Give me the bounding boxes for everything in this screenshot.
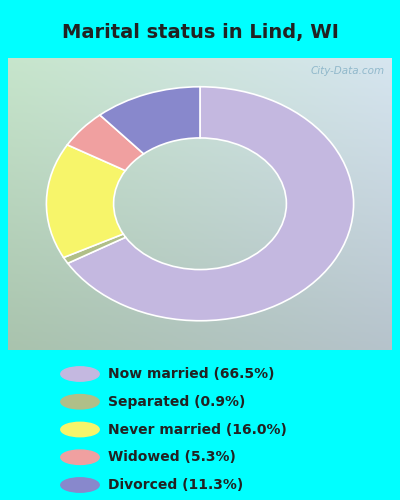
- Circle shape: [61, 422, 99, 436]
- Text: Divorced (11.3%): Divorced (11.3%): [108, 478, 243, 492]
- Text: Separated (0.9%): Separated (0.9%): [108, 395, 245, 409]
- Circle shape: [61, 367, 99, 381]
- Text: Marital status in Lind, WI: Marital status in Lind, WI: [62, 23, 338, 42]
- Wedge shape: [67, 115, 144, 170]
- Text: Widowed (5.3%): Widowed (5.3%): [108, 450, 236, 464]
- Circle shape: [61, 478, 99, 492]
- Text: City-Data.com: City-Data.com: [310, 66, 384, 76]
- Text: Never married (16.0%): Never married (16.0%): [108, 422, 287, 436]
- Wedge shape: [46, 145, 125, 258]
- Wedge shape: [64, 234, 126, 264]
- Wedge shape: [68, 87, 354, 320]
- Circle shape: [61, 450, 99, 464]
- Text: Now married (66.5%): Now married (66.5%): [108, 367, 274, 381]
- Circle shape: [61, 394, 99, 409]
- Wedge shape: [100, 87, 200, 154]
